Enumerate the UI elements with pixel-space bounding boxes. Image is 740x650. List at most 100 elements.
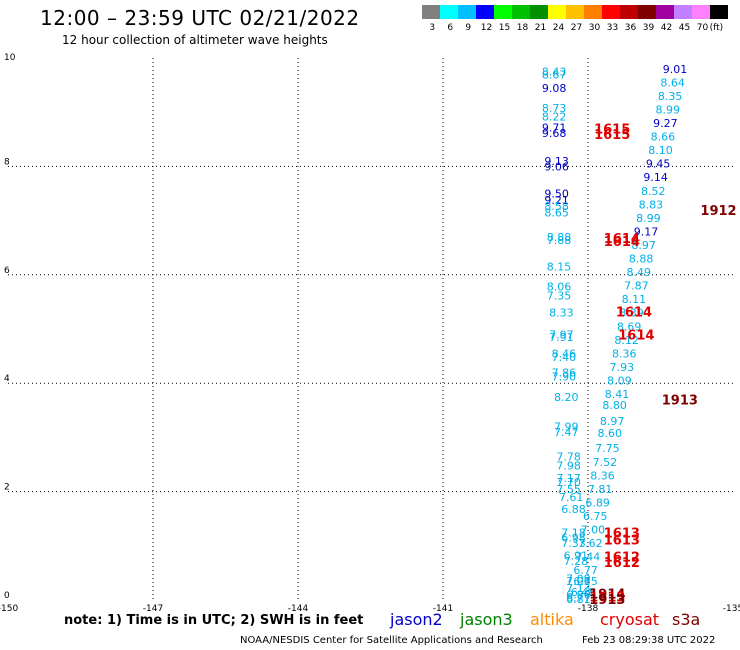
color-scale-label: 70	[696, 23, 709, 33]
satellite-legend-cryosat: cryosat	[600, 610, 660, 629]
wave-height-value: 9.50	[544, 188, 569, 201]
color-scale-label: 9	[465, 23, 472, 33]
color-swatch	[476, 5, 494, 19]
wave-height-value: 7.17	[556, 472, 581, 485]
wave-height-value: 8.88	[629, 253, 654, 266]
wave-height-value: 7.35	[547, 289, 572, 302]
wave-height-value: 6.48	[571, 586, 596, 599]
wave-height-value: 8.67	[542, 68, 567, 81]
wave-height-value: 7.18	[561, 526, 586, 539]
pass-time-label: 1613	[589, 591, 625, 606]
pass-time-label: 1914	[589, 587, 625, 602]
wave-height-value: 6.81	[566, 593, 591, 606]
wave-height-value: 9.68	[542, 127, 567, 140]
wave-height-value: 7.47	[554, 426, 579, 439]
color-scale-label: 33	[606, 23, 619, 33]
color-scale-label: 6	[447, 23, 454, 33]
color-swatch	[710, 5, 728, 19]
wave-height-value: 8.33	[549, 307, 574, 320]
wave-height-value: 8.12	[614, 334, 639, 347]
wave-height-value: 6.89	[585, 496, 610, 509]
satellite-legend-altika: altika	[530, 610, 574, 629]
wave-height-value: 6.88	[561, 503, 586, 516]
wave-height-value: 8.10	[648, 144, 673, 157]
wave-height-value: 6.77	[573, 564, 598, 577]
wave-height-value: 7.52	[593, 456, 618, 469]
pass-time-label: 1614	[604, 232, 640, 247]
wave-height-value: 7.70	[556, 476, 581, 489]
wave-height-value: 8.99	[656, 103, 681, 116]
wave-height-value: 8.60	[598, 427, 623, 440]
color-scale-label: 24	[552, 23, 565, 33]
pass-time-label: 1913	[589, 593, 625, 608]
wave-height-value: 7.00	[581, 524, 606, 537]
wave-height-value: 8.80	[602, 399, 627, 412]
wave-height-value: 6.80	[566, 589, 591, 602]
wave-height-value: 7.28	[564, 555, 589, 568]
color-swatch	[674, 5, 692, 19]
wave-height-value: 6.91	[564, 550, 589, 563]
color-scale-label: 12	[480, 23, 493, 33]
y-tick-label: 8	[4, 157, 10, 167]
wave-height-value: 8.46	[552, 347, 577, 360]
wave-height-value: 7.93	[610, 361, 635, 374]
wave-height-value: 8.99	[636, 212, 661, 225]
generation-timestamp: Feb 23 08:29:38 UTC 2022	[582, 635, 716, 646]
wave-height-value: 7.75	[595, 442, 620, 455]
satellite-legend-s3a: s3a	[672, 610, 701, 629]
wave-height-value: 8.97	[631, 239, 656, 252]
color-scale-label: 30	[588, 23, 601, 33]
pass-time-label: 1615	[594, 128, 630, 143]
wave-height-value: 8.65	[544, 206, 569, 219]
wave-height-value: 8.97	[600, 415, 625, 428]
wave-height-value: 7.33	[561, 537, 586, 550]
y-tick-label: 0	[4, 591, 10, 601]
wave-height-value: 8.64	[660, 76, 685, 89]
wave-height-value: 9.27	[653, 117, 678, 130]
pass-time-label: 1913	[662, 393, 698, 408]
wave-height-value: 9.13	[544, 155, 569, 168]
wave-height-value: 8.36	[590, 469, 615, 482]
wave-height-value: 8.36	[612, 347, 637, 360]
wave-height-value: 7.86	[552, 366, 577, 379]
wave-height-value: 7.13	[566, 582, 591, 595]
color-swatch	[692, 5, 710, 19]
pass-time-label: 1912	[700, 204, 736, 219]
wave-height-value: 8.39	[619, 307, 644, 320]
wave-height-value: 9.06	[544, 160, 569, 173]
wave-height-value: 7.44	[576, 551, 601, 564]
color-swatch	[422, 5, 440, 19]
color-scale-label: 18	[516, 23, 529, 33]
page-title: 12:00 – 23:59 UTC 02/21/2022	[40, 6, 360, 30]
color-scale-label: 39	[642, 23, 655, 33]
wave-height-value: 7.78	[556, 450, 581, 463]
pass-time-label: 1612	[604, 551, 640, 566]
wave-height-value: 9.14	[643, 171, 668, 184]
color-swatch	[620, 5, 638, 19]
wave-height-value: 6.75	[583, 510, 608, 523]
x-tick-label: -138	[578, 604, 599, 614]
pass-time-label: 1613	[604, 533, 640, 548]
y-tick-label: 6	[4, 266, 10, 276]
wave-height-value: 7.62	[578, 537, 603, 550]
y-tick-label: 10	[4, 53, 16, 63]
wave-height-value: 7.97	[549, 328, 574, 341]
x-tick-label: -147	[143, 604, 163, 614]
wave-height-value: 6.77	[566, 591, 591, 604]
color-swatch	[548, 5, 566, 19]
wave-height-value: 8.83	[639, 198, 664, 211]
wave-height-value: 6.98	[561, 532, 586, 545]
color-swatch	[584, 5, 602, 19]
y-tick-label: 4	[4, 374, 10, 384]
wave-height-value: 7.98	[556, 460, 581, 473]
wave-height-value: 9.01	[663, 63, 688, 76]
x-tick-label: -141	[433, 604, 453, 614]
wave-height-value: 7.88	[547, 234, 572, 247]
color-scale-label: (ft)	[709, 23, 724, 33]
wave-height-value: 8.41	[605, 388, 630, 401]
wave-height-value: 6.75	[573, 575, 598, 588]
wave-height-value: 8.15	[547, 261, 572, 274]
satellite-legend-jason2: jason2	[390, 610, 443, 629]
pass-time-label: 1613	[604, 526, 640, 541]
